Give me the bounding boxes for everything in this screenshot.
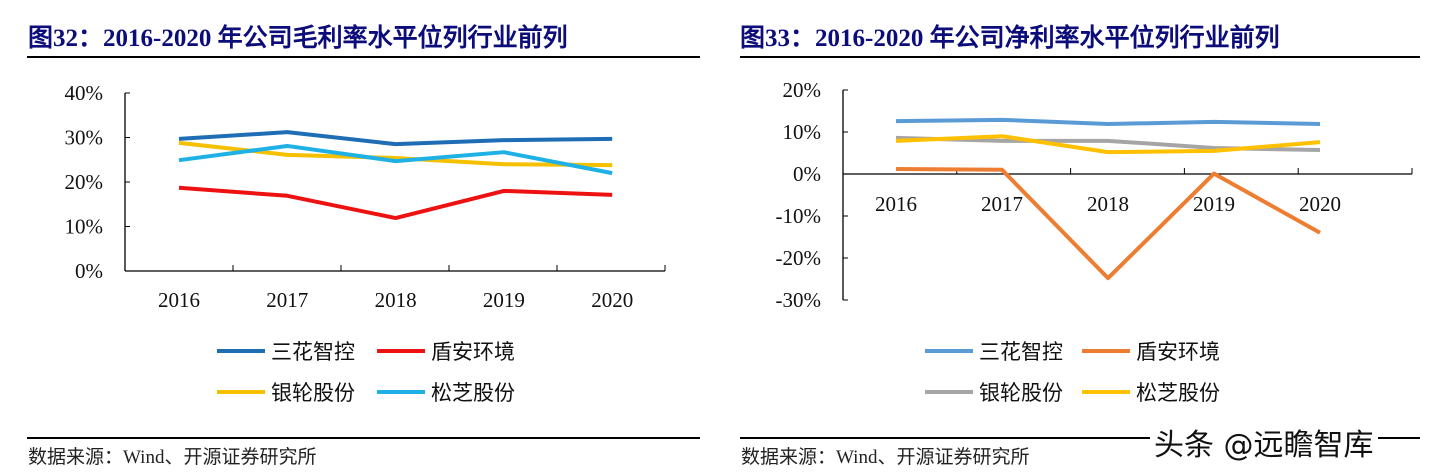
legend-label: 银轮股份 <box>979 381 1063 405</box>
title-divider <box>740 56 1420 58</box>
title-divider <box>27 56 700 58</box>
x-tick-label: 2020 <box>591 288 633 312</box>
y-tick-label: 0% <box>75 259 103 283</box>
x-tick-label: 2016 <box>875 192 917 216</box>
x-tick-label: 2020 <box>1299 192 1341 216</box>
series-line <box>895 166 1321 281</box>
series-line <box>178 130 613 147</box>
x-tick-label: 2019 <box>483 288 525 312</box>
y-tick-label: -20% <box>776 246 822 270</box>
legend-label: 三花智控 <box>271 340 355 364</box>
x-tick-label: 2018 <box>375 288 417 312</box>
footer-divider <box>27 437 700 439</box>
legend-label: 银轮股份 <box>271 381 355 405</box>
figure-32-title: 图32：2016-2020 年公司毛利率水平位列行业前列 <box>28 25 568 52</box>
y-tick-label: 20% <box>65 170 104 194</box>
y-tick-label: -30% <box>776 288 822 312</box>
x-tick-label: 2016 <box>158 288 200 312</box>
legend-label: 盾安环境 <box>431 340 515 364</box>
y-tick-label: -10% <box>776 204 822 228</box>
x-tick-label: 2017 <box>266 288 308 312</box>
series-line <box>178 143 613 176</box>
y-tick-label: 30% <box>65 126 104 150</box>
y-tick-label: 40% <box>65 81 104 105</box>
series-line <box>178 185 613 221</box>
x-tick-label: 2017 <box>981 192 1023 216</box>
y-tick-label: 10% <box>783 120 822 144</box>
footer-divider <box>740 437 1420 439</box>
legend-label: 松芝股份 <box>431 381 515 405</box>
series-line <box>895 134 1321 155</box>
legend-label: 松芝股份 <box>1136 381 1220 405</box>
figure-33-title: 图33：2016-2020 年公司净利率水平位列行业前列 <box>740 25 1280 52</box>
source-note: 数据来源：Wind、开源证券研究所 <box>28 447 317 468</box>
x-tick-label: 2018 <box>1087 192 1129 216</box>
source-note: 数据来源：Wind、开源证券研究所 <box>741 447 1030 468</box>
watermark: 头条 @远瞻智库 <box>1150 420 1378 464</box>
y-tick-label: 10% <box>65 215 104 239</box>
legend-label: 盾安环境 <box>1136 340 1220 364</box>
x-tick-label: 2019 <box>1193 192 1235 216</box>
y-tick-label: 0% <box>793 162 821 186</box>
series-line <box>895 117 1321 127</box>
legend-label: 三花智控 <box>979 340 1063 364</box>
y-tick-label: 20% <box>783 78 822 102</box>
